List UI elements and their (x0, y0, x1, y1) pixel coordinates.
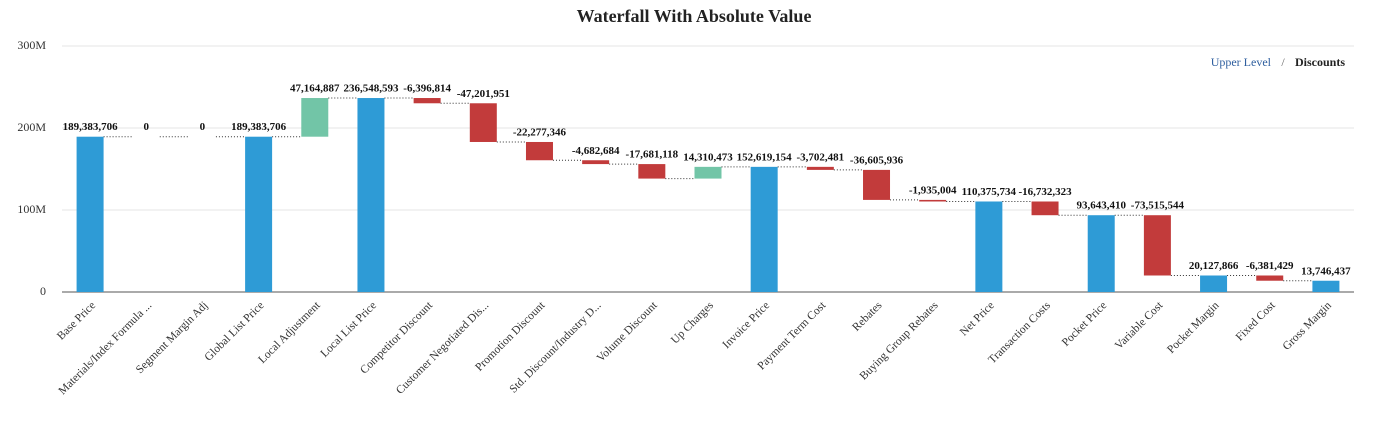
x-tick-label: Customer Negotiated Dis... (394, 299, 491, 396)
value-label: -16,732,323 (1018, 186, 1072, 198)
x-tick-label: Net Price (958, 300, 997, 339)
value-label: 189,383,706 (63, 121, 119, 133)
value-label: -3,702,481 (797, 151, 845, 163)
y-tick-label: 300M (17, 38, 46, 52)
bar (301, 98, 329, 137)
x-tick-label: Base Price (55, 300, 98, 343)
bar (694, 166, 722, 179)
value-label: -6,396,814 (403, 83, 451, 95)
bar (1200, 275, 1228, 292)
value-label: 14,310,473 (683, 151, 733, 163)
value-label: 189,383,706 (231, 121, 287, 133)
bar (357, 98, 385, 292)
x-tick-label: Rebates (850, 299, 885, 334)
breadcrumb-upper[interactable]: Upper Level (1211, 55, 1272, 69)
x-tick-label: Transaction Costs (986, 299, 1053, 366)
x-tick-label: Fixed Cost (1234, 299, 1279, 344)
x-tick-label: Volume Discount (595, 299, 661, 365)
breadcrumb-current: Discounts (1295, 55, 1345, 69)
bar (469, 103, 497, 142)
x-tick-label: Variable Cost (1113, 299, 1166, 352)
value-label: -4,682,684 (572, 145, 620, 157)
value-label: 47,164,887 (290, 83, 340, 95)
bar (806, 166, 834, 170)
x-tick-label: Pocket Margin (1165, 299, 1222, 356)
value-label: -22,277,346 (513, 127, 567, 139)
breadcrumb-separator: / (1281, 55, 1285, 69)
value-label: -17,681,118 (626, 149, 679, 161)
value-label: 152,619,154 (737, 151, 793, 163)
bar (638, 164, 666, 179)
value-label: 93,643,410 (1076, 200, 1126, 212)
bar (975, 201, 1003, 292)
value-label: 0 (144, 121, 150, 133)
chart-title: Waterfall With Absolute Value (577, 6, 812, 26)
y-tick-label: 200M (17, 120, 46, 134)
x-tick-label: Gross Margin (1281, 299, 1334, 352)
bar (245, 136, 273, 292)
bar (750, 166, 778, 292)
bar (919, 199, 947, 202)
y-tick-label: 100M (17, 202, 46, 216)
bar (1143, 215, 1171, 276)
bar (1312, 280, 1340, 292)
bar (582, 160, 610, 165)
value-label: -47,201,951 (457, 88, 510, 100)
bar (76, 136, 104, 292)
x-tick-label: Local Adjustment (256, 299, 323, 366)
bar (1031, 201, 1059, 216)
value-label: -6,381,429 (1246, 260, 1294, 272)
value-label: 20,127,866 (1189, 260, 1239, 272)
x-tick-label: Local List Price (319, 300, 379, 360)
bar (1256, 275, 1284, 281)
bar (413, 98, 441, 104)
value-label: 13,746,437 (1301, 265, 1351, 277)
value-label: -73,515,544 (1131, 200, 1185, 212)
value-label: 110,375,734 (962, 186, 1017, 198)
x-tick-label: Invoice Price (721, 300, 773, 352)
value-label: 236,548,593 (343, 83, 399, 95)
bar (525, 141, 553, 161)
x-tick-label: Global List Price (203, 300, 267, 364)
bar (1087, 215, 1115, 292)
bar (863, 169, 891, 200)
y-tick-label: 0 (40, 284, 46, 298)
value-label: -36,605,936 (850, 154, 904, 166)
x-tick-label: Pocket Price (1060, 300, 1109, 349)
x-tick-label: Std. Discount/Industry D... (508, 299, 604, 395)
value-label: 0 (200, 121, 206, 133)
x-tick-label: Up Charges (669, 299, 716, 346)
value-label: -1,935,004 (909, 184, 957, 196)
x-tick-label: Materials/Index Formula ... (57, 299, 155, 397)
